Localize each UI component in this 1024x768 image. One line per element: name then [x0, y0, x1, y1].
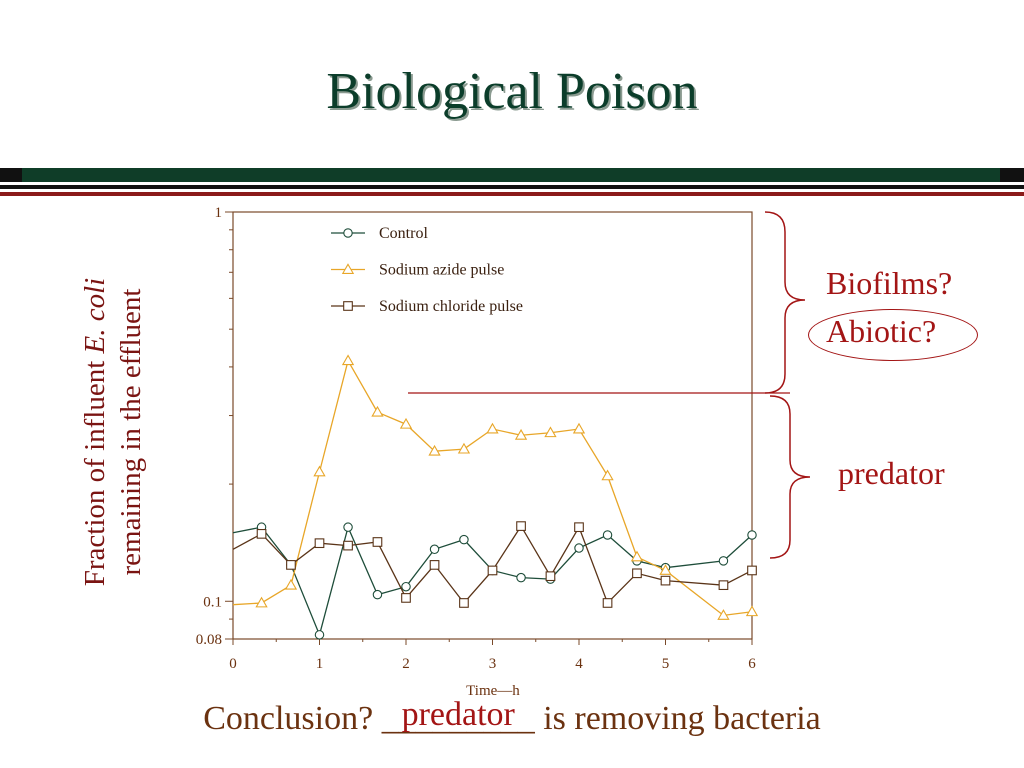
x-tick-label: 2	[402, 656, 410, 672]
divider-green-bar	[0, 168, 1024, 182]
x-tick-label: 4	[575, 656, 583, 672]
data-point	[343, 522, 353, 532]
annotation-biofilms: Biofilms?	[826, 265, 953, 301]
data-point	[718, 556, 729, 566]
series-line	[232, 524, 753, 605]
data-point	[487, 565, 498, 576]
data-point	[745, 605, 759, 617]
x-tick-label: 3	[489, 656, 497, 672]
x-tick-label: 6	[748, 656, 756, 672]
legend-label: Sodium azide pulse	[379, 262, 504, 279]
data-point	[401, 581, 411, 592]
data-point	[255, 596, 268, 608]
data-point	[429, 544, 440, 555]
lower-brace	[769, 395, 811, 559]
data-point	[256, 529, 267, 539]
annotation-predator: predator	[838, 455, 945, 491]
data-point	[601, 469, 614, 481]
data-point	[544, 426, 557, 438]
divider-red-line	[0, 192, 1024, 196]
data-point	[399, 417, 413, 429]
title-divider	[0, 168, 1024, 196]
data-point	[516, 521, 526, 531]
legend-label: Control	[379, 225, 428, 242]
axes: 1 0.1 0.08 0 1 2 3 4 5 6	[196, 205, 757, 672]
divider-black-line	[0, 185, 1024, 189]
upper-brace	[764, 211, 806, 394]
legend-marker	[341, 263, 355, 274]
data-point	[632, 568, 642, 579]
y-tick-label: 0.1	[203, 594, 222, 610]
data-point	[660, 575, 671, 586]
conclusion-underscores: _________	[381, 700, 535, 737]
y-tick-label: 1	[215, 205, 223, 221]
data-point	[747, 565, 757, 576]
series-line	[232, 358, 753, 617]
abiotic-highlight-ellipse	[808, 309, 978, 361]
conclusion-suffix: is removing bacteria	[534, 700, 821, 737]
data-point	[602, 598, 613, 608]
data-point	[372, 537, 383, 547]
y-tick-label: 0.08	[196, 632, 222, 648]
legend-label: Sodium chloride pulse	[379, 298, 523, 315]
legend: Control Sodium azide pulse Sodium chloride…	[331, 225, 523, 315]
series-line	[232, 525, 753, 637]
legend-marker	[343, 228, 353, 238]
data-point	[574, 543, 584, 553]
data-point	[718, 580, 729, 591]
x-tick-label: 0	[229, 656, 237, 672]
data-point	[343, 540, 353, 551]
conclusion-blank: _________ predator	[381, 696, 535, 738]
data-point	[313, 465, 326, 477]
conclusion-line: Conclusion? _________ predator is removin…	[0, 696, 1024, 738]
data-point	[286, 560, 296, 570]
divider-dark-band	[0, 168, 22, 182]
data-point	[514, 428, 528, 440]
data-point	[314, 630, 325, 640]
x-tick-label: 1	[316, 656, 324, 672]
data-point	[429, 560, 440, 570]
slide-title: Biological Poison	[326, 63, 698, 120]
data-point	[371, 405, 384, 417]
data-point	[574, 522, 584, 533]
series-sodium-azide-pulse	[232, 354, 759, 620]
data-point	[659, 564, 672, 575]
conclusion-prefix: Conclusion?	[203, 700, 382, 737]
divider-dark-band-right	[1000, 168, 1024, 182]
data-point	[747, 530, 757, 540]
data-point	[459, 598, 469, 608]
x-tick-label: 5	[662, 656, 670, 672]
data-point	[572, 422, 586, 434]
data-point	[428, 444, 441, 456]
data-point	[284, 578, 298, 590]
data-point	[459, 534, 469, 545]
data-point	[457, 442, 471, 454]
data-point	[516, 572, 526, 583]
data-point	[630, 550, 644, 562]
data-point	[341, 354, 355, 366]
data-point	[372, 589, 383, 600]
legend-marker	[343, 301, 353, 311]
data-point	[314, 538, 325, 549]
data-point	[401, 593, 411, 603]
conclusion-answer: predator	[401, 696, 515, 733]
data-point	[602, 530, 613, 540]
series-sodium-chloride-pulse	[232, 521, 757, 608]
data-point	[545, 571, 556, 582]
series-layer	[232, 354, 759, 640]
annotation-abiotic: Abiotic?	[826, 313, 937, 349]
x-axis-label: Time—h	[466, 683, 520, 699]
data-point	[717, 609, 730, 620]
data-point	[486, 422, 499, 434]
